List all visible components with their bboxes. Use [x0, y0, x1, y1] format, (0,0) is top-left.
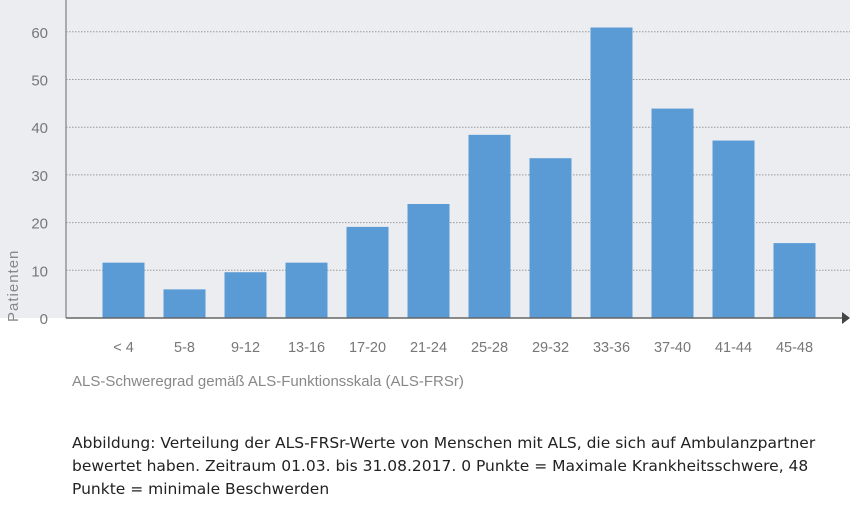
bar — [773, 243, 816, 318]
x-tick-label: 17-20 — [349, 340, 386, 356]
y-tick-label: 40 — [31, 120, 48, 137]
y-tick-label: 20 — [31, 216, 48, 233]
bar — [468, 134, 511, 318]
bar — [712, 140, 755, 318]
x-tick-label: 25-28 — [471, 340, 508, 356]
bar — [407, 203, 450, 318]
bar-chart: 0 10 20 30 40 50 60 < 4 5-8 9-12 13-16 17-20 21-24 25… — [0, 0, 850, 390]
x-axis-arrow-icon — [842, 312, 850, 324]
x-tick-label: < 4 — [113, 340, 134, 356]
x-tick-label: 45-48 — [776, 340, 813, 356]
y-tick-label: 0 — [40, 311, 48, 328]
bar — [651, 108, 694, 318]
bar — [346, 226, 389, 318]
bar — [102, 262, 145, 318]
y-tick-label: 60 — [31, 25, 48, 42]
x-tick-label: 29-32 — [532, 340, 569, 356]
y-tick-label: 30 — [31, 168, 48, 185]
x-tick-label: 37-40 — [654, 340, 691, 356]
x-tick-label: 41-44 — [715, 340, 752, 356]
x-tick-label: 5-8 — [174, 340, 195, 356]
y-axis-label: Patienten — [5, 250, 22, 322]
y-tick-label: 50 — [31, 73, 48, 90]
bar — [224, 272, 267, 318]
bar — [529, 158, 572, 318]
x-tick-label: 33-36 — [593, 340, 630, 356]
x-tick-label: 13-16 — [288, 340, 325, 356]
bar — [590, 27, 633, 319]
bar — [163, 289, 206, 318]
x-tick-label: 21-24 — [410, 340, 447, 356]
bar — [285, 262, 328, 318]
x-tick-label: 9-12 — [231, 340, 260, 356]
figure-caption: Abbildung: Verteilung der ALS-FRSr-Werte… — [72, 434, 816, 498]
x-axis-label: ALS-Schweregrad gemäß ALS-Funktionsskala… — [72, 373, 464, 390]
y-tick-label: 10 — [31, 263, 48, 280]
